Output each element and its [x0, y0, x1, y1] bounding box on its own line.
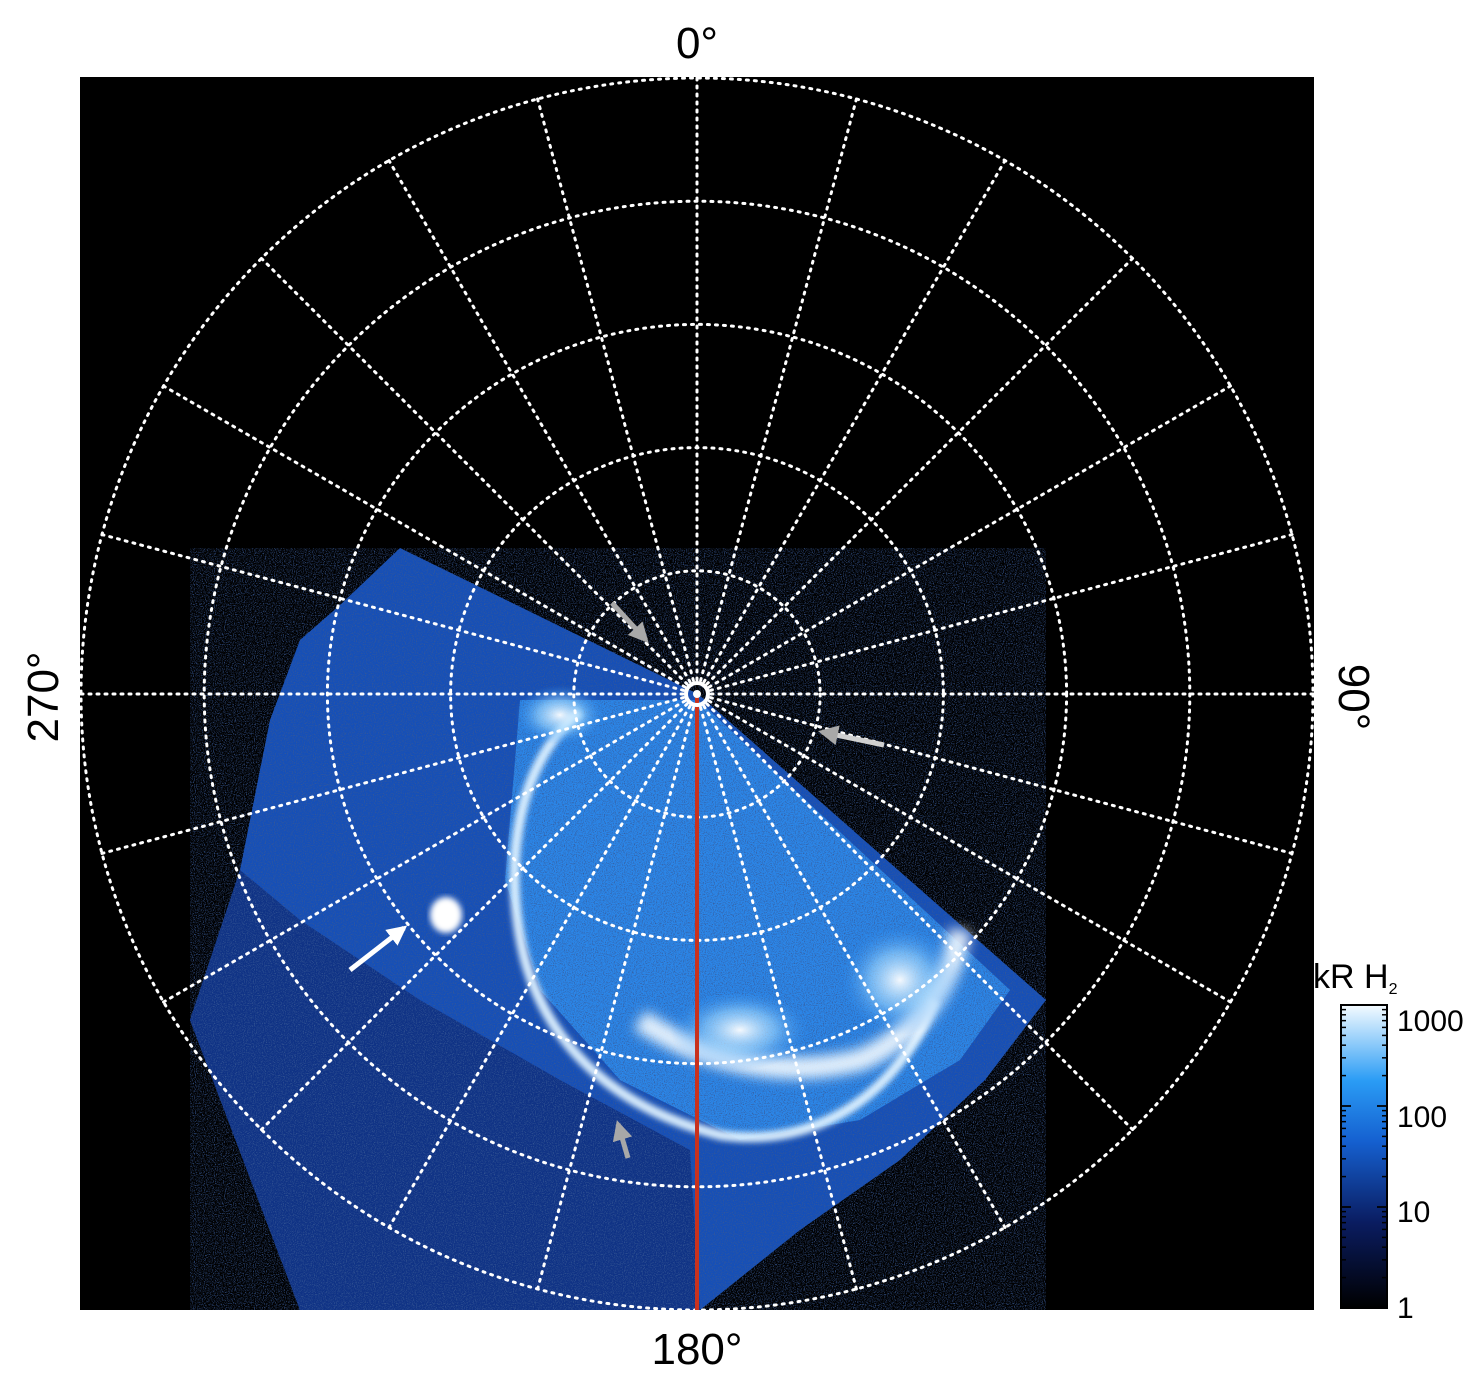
colorbar-tick-1: 1 — [1397, 1292, 1414, 1325]
label-top: 0° — [676, 19, 718, 68]
bright-spot — [430, 897, 462, 933]
auroral-emission-region — [190, 548, 1046, 1310]
label-bottom: 180° — [651, 1325, 742, 1374]
colorbar-title: kR H — [1313, 958, 1389, 996]
colorbar-tick-1000: 1000 — [1397, 1005, 1464, 1038]
main-auroral-oval — [509, 708, 940, 1143]
arrow-gray-lower — [612, 1120, 633, 1159]
colorbar-scale — [1340, 1004, 1388, 1309]
colorbar-tick-10: 10 — [1397, 1196, 1430, 1229]
colorbar-title-group: kR H2 — [1313, 958, 1398, 998]
arrow-white — [348, 925, 408, 972]
colorbar: kR H2 1000 100 10 1 — [1313, 958, 1464, 1325]
colorbar-tick-100: 100 — [1397, 1101, 1447, 1134]
arrow-gray-right — [818, 725, 885, 748]
arrow-gray-upper — [610, 601, 649, 643]
pole-marker — [684, 681, 710, 707]
label-left: 270° — [19, 651, 68, 742]
label-right: 90° — [1329, 664, 1378, 731]
colorbar-title-subscript: 2 — [1389, 981, 1398, 998]
grid-parallel — [325, 322, 1069, 1066]
